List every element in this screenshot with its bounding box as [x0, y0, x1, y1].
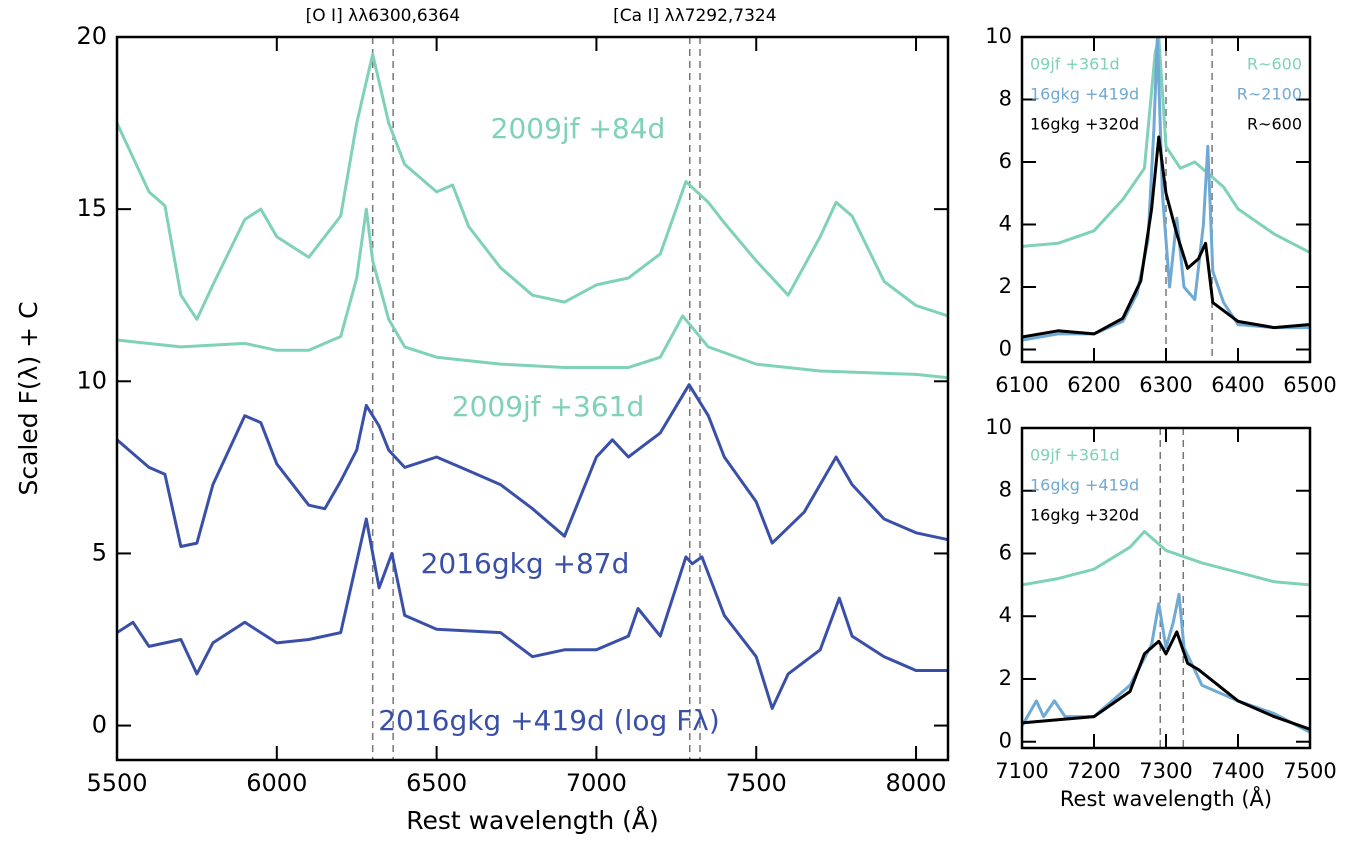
- y-tick-label: 2: [999, 274, 1012, 298]
- x-tick-label: 6000: [246, 769, 307, 797]
- x-tick-label: 6500: [406, 769, 467, 797]
- y-tick-label: 8: [999, 87, 1012, 111]
- x-tick-label: 6300: [1139, 373, 1192, 397]
- series-label: 2016gkg +87d: [421, 547, 630, 580]
- resolution-label: R~600: [1247, 115, 1302, 134]
- x-tick-label: 5500: [86, 769, 147, 797]
- legend-label: 16gkg +320d: [1030, 506, 1139, 525]
- spectrum-line: [117, 383, 948, 548]
- x-tick-label: 7400: [1211, 759, 1264, 783]
- y-tick-label: 10: [985, 415, 1012, 439]
- legend-label: 16gkg +419d: [1030, 476, 1139, 495]
- y-tick-label: 0: [92, 711, 107, 739]
- spectrum-line: [1022, 37, 1310, 254]
- y-tick-label: 6: [999, 149, 1012, 173]
- legend-label: 09jf +361d: [1030, 446, 1120, 465]
- x-tick-label: 6200: [1067, 373, 1120, 397]
- legend-label: 16gkg +419d: [1030, 85, 1139, 104]
- spectrum-line: [1022, 592, 1310, 734]
- spectrum-line: [117, 517, 948, 710]
- legend-label: 16gkg +320d: [1030, 115, 1139, 134]
- y-tick-label: 5: [92, 538, 107, 566]
- series-label: 2009jf +84d: [491, 112, 666, 145]
- x-tick-label: 6100: [995, 373, 1048, 397]
- x-tick-label: 7000: [566, 769, 627, 797]
- y-tick-label: 2: [999, 666, 1012, 690]
- resolution-label: R~600: [1247, 55, 1302, 74]
- y-tick-label: 0: [999, 337, 1012, 361]
- spectrum-line: [117, 207, 948, 380]
- y-tick-label: 0: [999, 729, 1012, 753]
- x-tick-label: 8000: [885, 769, 946, 797]
- legend-label: 09jf +361d: [1030, 55, 1120, 74]
- line-annotation: [Ca I] λλ7292,7324: [613, 6, 776, 26]
- spectrum-line: [1022, 135, 1310, 339]
- y-tick-label: 15: [76, 194, 107, 222]
- y-tick-label: 6: [999, 540, 1012, 564]
- line-annotation: [O I] λλ6300,6364: [306, 6, 461, 26]
- x-tick-label: 7500: [726, 769, 787, 797]
- series-label: 2009jf +361d: [452, 390, 644, 423]
- x-tick-label: 7500: [1283, 759, 1336, 783]
- x-axis-label: Rest wavelength (Å): [1060, 785, 1272, 811]
- plot-frame: [115, 35, 950, 762]
- y-tick-label: 8: [999, 478, 1012, 502]
- y-tick-label: 10: [76, 366, 107, 394]
- x-tick-label: 6500: [1283, 373, 1336, 397]
- spectrum-line: [1022, 630, 1310, 731]
- y-tick-label: 10: [985, 24, 1012, 48]
- resolution-label: R~2100: [1237, 85, 1302, 104]
- spectrum-line: [117, 52, 948, 321]
- y-axis-label: Scaled F(λ) + C: [14, 301, 43, 495]
- y-tick-label: 4: [999, 212, 1012, 236]
- series-label: 2016gkg +419d (log Fλ): [378, 704, 720, 737]
- x-tick-label: 7300: [1139, 759, 1192, 783]
- spectrum-line: [1022, 530, 1310, 587]
- y-tick-label: 20: [76, 22, 107, 50]
- y-tick-label: 4: [999, 603, 1012, 627]
- x-tick-label: 7200: [1067, 759, 1120, 783]
- x-tick-label: 6400: [1211, 373, 1264, 397]
- x-tick-label: 7100: [995, 759, 1048, 783]
- x-axis-label: Rest wavelength (Å): [406, 806, 659, 835]
